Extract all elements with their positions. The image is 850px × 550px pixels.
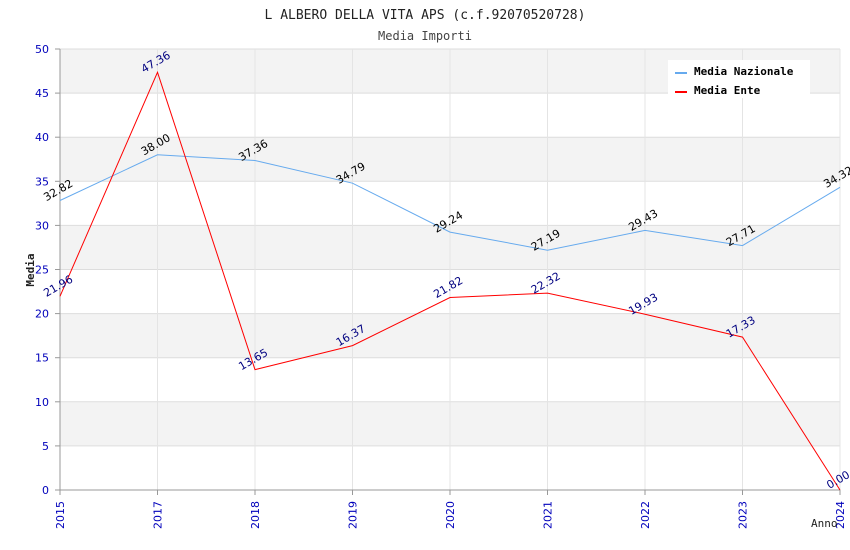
- series-line-media-nazionale: [59, 154, 841, 251]
- series-group: [59, 70, 841, 491]
- x-tick-label: 2022: [639, 501, 652, 529]
- legend-label-nazionale: Media Nazionale: [694, 65, 794, 78]
- y-tick-label: 10: [35, 396, 49, 409]
- x-tick-label: 2021: [542, 501, 555, 529]
- x-tick-label: 2017: [152, 501, 165, 529]
- y-tick-labels: 0 5 10 15 20 25 30 35 40 45 50: [35, 43, 49, 497]
- y-tick-label: 5: [42, 440, 49, 453]
- legend: Media Nazionale Media Ente: [668, 60, 810, 98]
- x-tick-label: 2018: [249, 501, 262, 529]
- y-tick-label: 45: [35, 87, 49, 100]
- y-tick-label: 25: [35, 264, 49, 277]
- y-tick-label: 35: [35, 175, 49, 188]
- x-tick-label: 2024: [834, 501, 847, 529]
- y-tick-label: 15: [35, 352, 49, 365]
- axes: [55, 48, 841, 495]
- y-tick-label: 0: [42, 484, 49, 497]
- legend-box: [668, 60, 810, 98]
- x-tick-label: 2023: [737, 501, 750, 529]
- y-tick-label: 40: [35, 131, 49, 144]
- chart-title: L ALBERO DELLA VITA APS (c.f.92070520728…: [265, 8, 586, 23]
- y-axis-label: Media: [24, 253, 37, 286]
- x-tick-label: 2015: [54, 501, 67, 529]
- y-tick-label: 30: [35, 219, 49, 232]
- x-tick-labels: 2015 2017 2018 2019 2020 2021 2022 2023 2024: [54, 501, 847, 529]
- x-tick-label: 2019: [347, 501, 360, 529]
- y-tick-label: 20: [35, 308, 49, 321]
- y-tick-label: 50: [35, 43, 49, 56]
- series-line-media-ente: [59, 70, 841, 491]
- legend-label-ente: Media Ente: [694, 84, 761, 97]
- x-axis-label: Anno: [811, 517, 838, 530]
- chart-subtitle: Media Importi: [378, 29, 472, 43]
- x-tick-label: 2020: [444, 501, 457, 529]
